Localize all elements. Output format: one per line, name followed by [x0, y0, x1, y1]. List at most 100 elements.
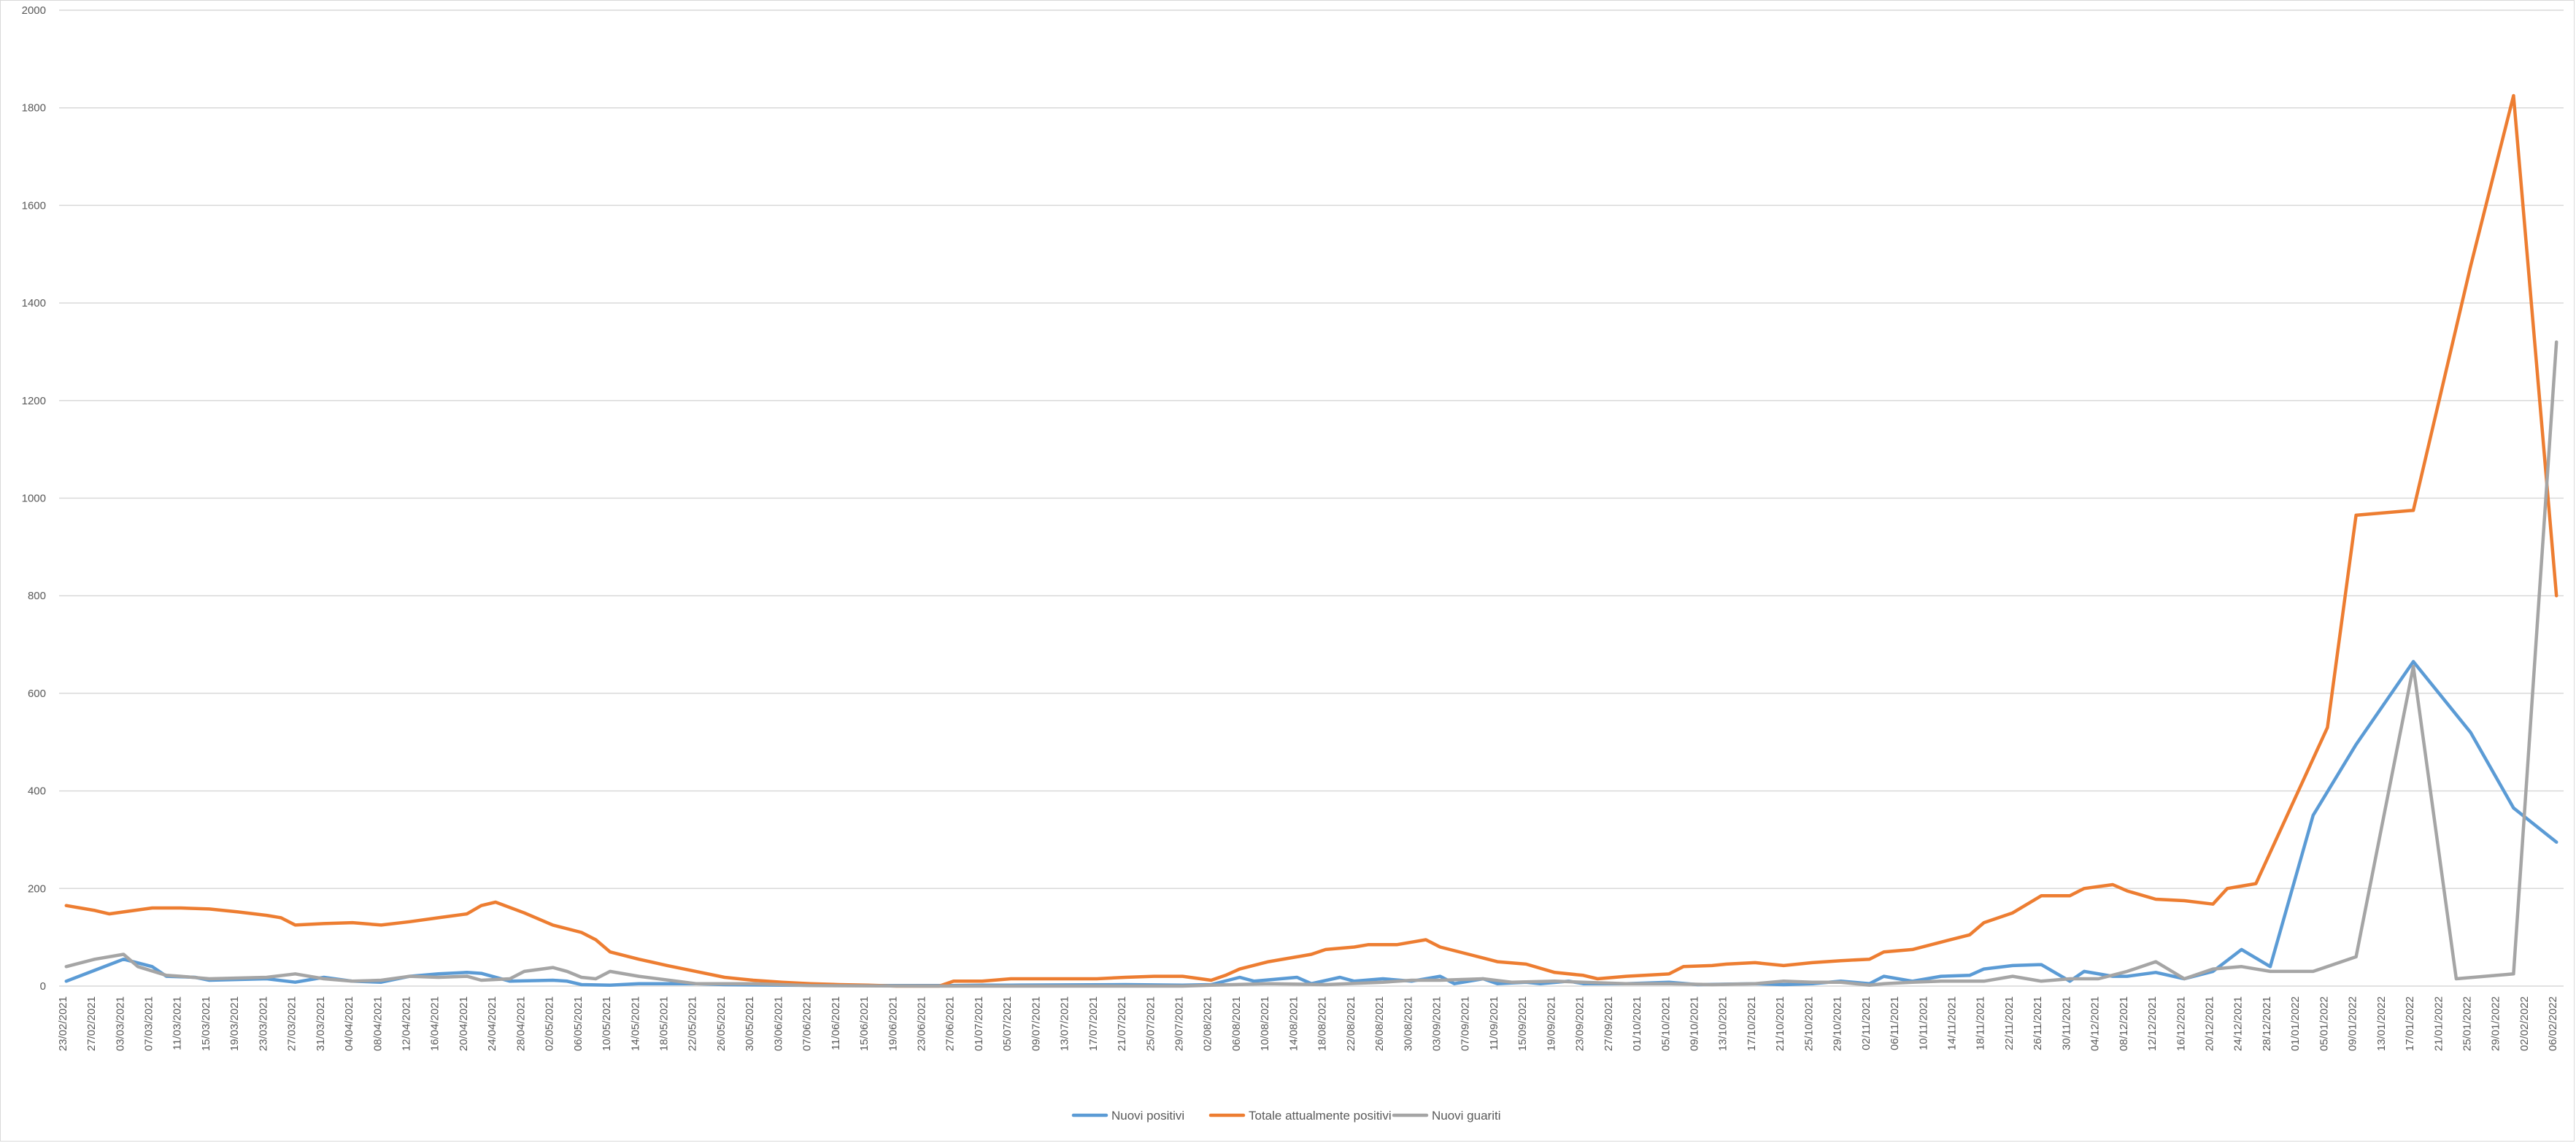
x-tick-label: 27/06/2021 — [944, 996, 957, 1051]
x-tick-label: 26/11/2021 — [2032, 996, 2044, 1050]
x-tick-label: 01/01/2022 — [2289, 996, 2302, 1051]
x-tick-label: 14/08/2021 — [1287, 996, 1300, 1051]
x-tick-label: 14/11/2021 — [1946, 996, 1959, 1050]
y-tick-label: 2000 — [22, 4, 46, 17]
legend: Nuovi positivi Totale attualmente positiv… — [1071, 1109, 1501, 1123]
x-tick-label: 09/01/2022 — [2347, 996, 2359, 1051]
x-tick-label: 21/07/2021 — [1116, 996, 1128, 1051]
x-tick-label: 06/02/2022 — [2547, 996, 2559, 1051]
x-tick-label: 03/03/2021 — [114, 996, 126, 1051]
x-tick-label: 10/08/2021 — [1259, 996, 1271, 1051]
series-line-3 — [64, 340, 2558, 988]
x-tick-label: 05/01/2022 — [2318, 996, 2330, 1051]
legend-label: Nuovi guariti — [1432, 1109, 1501, 1123]
y-tick-label: 200 — [28, 882, 46, 895]
x-tick-label: 27/03/2021 — [286, 996, 298, 1051]
x-tick-label: 27/02/2021 — [85, 996, 98, 1051]
x-tick-label: 06/11/2021 — [1889, 996, 1901, 1050]
x-tick-label: 30/05/2021 — [744, 996, 756, 1051]
x-tick-label: 19/09/2021 — [1545, 996, 1557, 1051]
x-tick-label: 13/01/2022 — [2375, 996, 2388, 1051]
x-tick-label: 26/05/2021 — [715, 996, 728, 1051]
x-tick-label: 19/03/2021 — [228, 996, 241, 1051]
x-tick-label: 20/12/2021 — [2204, 996, 2216, 1051]
x-tick-label: 15/09/2021 — [1516, 996, 1529, 1051]
x-tick-label: 13/10/2021 — [1717, 996, 1729, 1051]
x-tick-label: 23/02/2021 — [57, 996, 69, 1051]
y-tick-label: 1000 — [22, 493, 46, 505]
x-tick-label: 17/10/2021 — [1746, 996, 1758, 1051]
x-tick-label: 22/05/2021 — [687, 996, 699, 1051]
x-tick-label: 05/10/2021 — [1659, 996, 1672, 1051]
x-tick-label: 22/08/2021 — [1345, 996, 1357, 1051]
x-tick-label: 17/01/2022 — [2404, 996, 2416, 1051]
x-tick-label: 12/04/2021 — [400, 996, 412, 1051]
y-tick-label: 800 — [28, 590, 46, 602]
x-tick-label: 01/07/2021 — [973, 996, 985, 1051]
y-tick-label: 1400 — [22, 297, 46, 309]
x-tick-label: 02/05/2021 — [544, 996, 556, 1051]
series-lines — [64, 93, 2558, 988]
x-tick-label: 04/12/2021 — [2089, 996, 2102, 1051]
y-axis-ticks: 0 200 400 600 800 1000 1200 1400 1600 1800 2000 — [22, 4, 46, 993]
x-tick-label: 30/11/2021 — [2060, 996, 2072, 1050]
x-tick-label: 28/12/2021 — [2261, 996, 2273, 1051]
x-tick-label: 16/04/2021 — [429, 996, 441, 1051]
x-tick-label: 15/03/2021 — [200, 996, 212, 1051]
x-tick-label: 18/08/2021 — [1316, 996, 1329, 1051]
x-tick-label: 23/06/2021 — [915, 996, 928, 1051]
x-tick-label: 22/11/2021 — [2003, 996, 2016, 1050]
x-tick-label: 24/04/2021 — [486, 996, 498, 1051]
x-tick-label: 25/10/2021 — [1802, 996, 1815, 1051]
x-tick-label: 06/08/2021 — [1230, 996, 1243, 1051]
x-tick-label: 10/11/2021 — [1917, 996, 1929, 1050]
x-tick-label: 15/06/2021 — [858, 996, 871, 1051]
legend-label: Totale attualmente positivi — [1249, 1109, 1392, 1123]
x-tick-label: 31/03/2021 — [315, 996, 327, 1051]
x-tick-label: 23/09/2021 — [1574, 996, 1586, 1051]
y-tick-label: 1200 — [22, 395, 46, 407]
x-tick-label: 18/05/2021 — [658, 996, 670, 1051]
x-tick-label: 25/01/2022 — [2461, 996, 2474, 1051]
x-tick-label: 21/10/2021 — [1774, 996, 1786, 1051]
x-tick-label: 02/11/2021 — [1860, 996, 1873, 1050]
x-tick-label: 29/01/2022 — [2490, 996, 2502, 1051]
x-tick-label: 19/06/2021 — [887, 996, 899, 1051]
x-tick-label: 12/12/2021 — [2146, 996, 2159, 1051]
gridlines — [59, 9, 2564, 987]
x-tick-label: 27/09/2021 — [1603, 996, 1615, 1051]
x-tick-label: 09/10/2021 — [1689, 996, 1701, 1051]
x-tick-label: 10/05/2021 — [601, 996, 613, 1051]
x-tick-label: 06/05/2021 — [572, 996, 585, 1051]
x-tick-label: 13/07/2021 — [1059, 996, 1071, 1051]
x-tick-label: 08/12/2021 — [2118, 996, 2130, 1051]
x-tick-label: 30/08/2021 — [1402, 996, 1414, 1051]
x-tick-label: 25/07/2021 — [1144, 996, 1157, 1051]
x-tick-label: 14/05/2021 — [629, 996, 641, 1051]
x-tick-label: 05/07/2021 — [1001, 996, 1014, 1051]
x-tick-label: 18/11/2021 — [1975, 996, 1987, 1050]
y-tick-label: 400 — [28, 785, 46, 798]
x-tick-label: 08/04/2021 — [371, 996, 384, 1051]
x-tick-label: 07/03/2021 — [142, 996, 155, 1051]
y-tick-label: 1600 — [22, 199, 46, 212]
y-tick-label: 600 — [28, 688, 46, 700]
x-tick-label: 01/10/2021 — [1631, 996, 1643, 1051]
x-tick-label: 07/09/2021 — [1459, 996, 1472, 1051]
x-tick-label: 21/01/2022 — [2432, 996, 2445, 1051]
x-tick-label: 11/09/2021 — [1488, 996, 1500, 1050]
x-tick-label: 11/03/2021 — [171, 996, 184, 1050]
x-tick-label: 23/03/2021 — [257, 996, 269, 1051]
x-tick-label: 04/04/2021 — [343, 996, 355, 1051]
x-tick-label: 16/12/2021 — [2175, 996, 2187, 1051]
x-tick-label: 29/07/2021 — [1173, 996, 1185, 1051]
x-tick-label: 24/12/2021 — [2232, 996, 2245, 1051]
y-tick-label: 0 — [40, 980, 46, 993]
x-tick-label: 02/08/2021 — [1202, 996, 1214, 1051]
legend-label: Nuovi positivi — [1111, 1109, 1184, 1123]
x-tick-label: 11/06/2021 — [830, 996, 842, 1050]
x-tick-label: 09/07/2021 — [1030, 996, 1042, 1051]
x-axis-ticks: 23/02/2021 27/02/2021 03/03/2021 07/03/2021… — [57, 996, 2559, 1051]
